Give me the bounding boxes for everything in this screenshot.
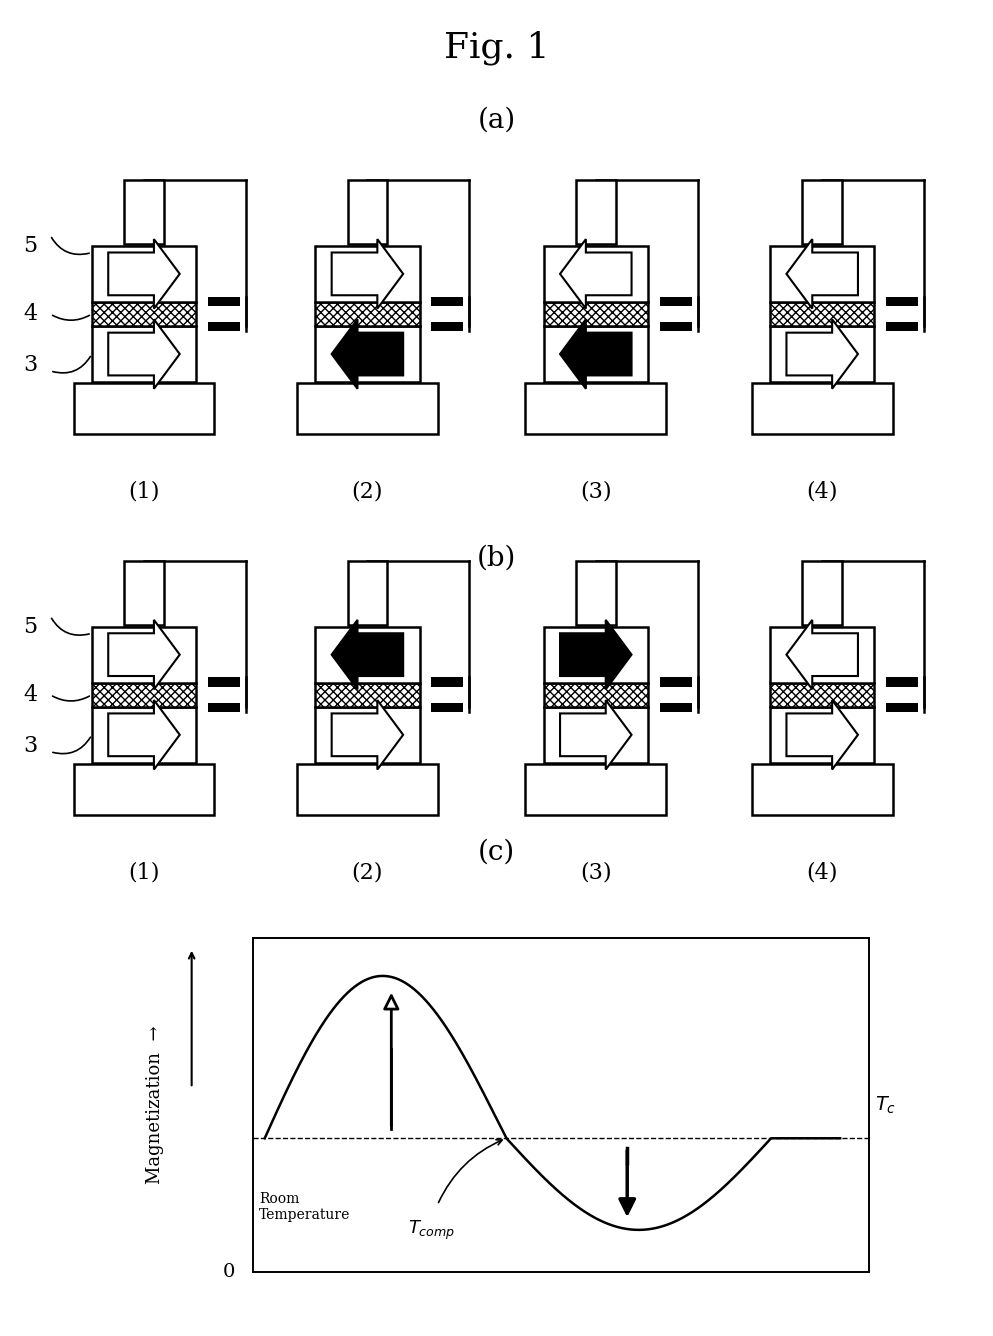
Bar xyxy=(209,703,240,712)
Text: 5: 5 xyxy=(23,235,38,257)
Polygon shape xyxy=(332,620,403,689)
Polygon shape xyxy=(560,239,632,309)
Bar xyxy=(297,383,438,434)
Text: 4: 4 xyxy=(23,303,38,325)
Bar xyxy=(771,683,874,707)
Bar xyxy=(544,326,647,382)
Bar xyxy=(659,322,691,331)
Text: $T_{comp}$: $T_{comp}$ xyxy=(408,1218,455,1241)
Bar xyxy=(209,297,240,306)
Bar xyxy=(91,627,197,683)
Polygon shape xyxy=(108,319,180,389)
Text: 3: 3 xyxy=(23,735,38,758)
Bar xyxy=(209,677,240,687)
Text: (4): (4) xyxy=(806,481,838,502)
Bar xyxy=(91,246,197,302)
Bar xyxy=(316,683,420,707)
Bar xyxy=(576,180,616,244)
Bar xyxy=(886,703,918,712)
Bar xyxy=(348,180,387,244)
Bar xyxy=(525,383,666,434)
Bar xyxy=(91,326,197,382)
Polygon shape xyxy=(786,700,858,770)
Bar xyxy=(316,707,420,763)
Polygon shape xyxy=(560,620,632,689)
Text: 5: 5 xyxy=(23,616,38,637)
Polygon shape xyxy=(786,620,858,689)
Polygon shape xyxy=(786,239,858,309)
Bar xyxy=(91,302,197,326)
Text: (b): (b) xyxy=(477,545,516,572)
Text: (4): (4) xyxy=(806,862,838,883)
Bar xyxy=(348,561,387,625)
Text: (c): (c) xyxy=(478,839,515,866)
Bar xyxy=(771,627,874,683)
Bar xyxy=(886,322,918,331)
Bar xyxy=(544,707,647,763)
Bar xyxy=(802,561,842,625)
Bar xyxy=(544,683,647,707)
Text: Room
Temperature: Room Temperature xyxy=(259,1192,351,1222)
Text: 0: 0 xyxy=(222,1263,234,1281)
Polygon shape xyxy=(786,319,858,389)
Text: (1): (1) xyxy=(128,481,160,502)
Text: 4: 4 xyxy=(23,684,38,705)
Bar xyxy=(802,180,842,244)
Bar xyxy=(73,383,214,434)
Polygon shape xyxy=(108,620,180,689)
Bar xyxy=(431,322,463,331)
Bar xyxy=(752,383,893,434)
Bar xyxy=(659,703,691,712)
Polygon shape xyxy=(332,239,403,309)
Text: $T_c$: $T_c$ xyxy=(875,1094,897,1116)
Bar xyxy=(544,627,647,683)
Bar xyxy=(752,764,893,815)
Bar xyxy=(525,764,666,815)
Text: Fig. 1: Fig. 1 xyxy=(444,31,549,65)
Bar xyxy=(124,561,164,625)
Bar xyxy=(73,764,214,815)
Bar xyxy=(771,707,874,763)
Bar xyxy=(771,302,874,326)
Polygon shape xyxy=(560,319,632,389)
Text: 3: 3 xyxy=(23,354,38,377)
Bar xyxy=(544,302,647,326)
Polygon shape xyxy=(108,239,180,309)
Bar xyxy=(659,677,691,687)
Text: (2): (2) xyxy=(352,481,383,502)
Bar xyxy=(886,297,918,306)
Bar xyxy=(209,322,240,331)
Bar xyxy=(124,180,164,244)
Text: (3): (3) xyxy=(580,862,612,883)
Bar xyxy=(431,703,463,712)
Bar xyxy=(659,297,691,306)
Text: (a): (a) xyxy=(478,107,515,134)
Bar xyxy=(316,627,420,683)
Bar xyxy=(297,764,438,815)
Text: Magnetization  →: Magnetization → xyxy=(146,1026,164,1184)
Text: (1): (1) xyxy=(128,862,160,883)
Bar xyxy=(544,246,647,302)
Polygon shape xyxy=(332,319,403,389)
Polygon shape xyxy=(560,700,632,770)
Bar xyxy=(771,326,874,382)
Polygon shape xyxy=(332,700,403,770)
Bar xyxy=(431,297,463,306)
Bar xyxy=(771,246,874,302)
Bar xyxy=(91,683,197,707)
Text: (2): (2) xyxy=(352,862,383,883)
Polygon shape xyxy=(108,700,180,770)
Bar xyxy=(316,326,420,382)
Bar xyxy=(316,302,420,326)
Bar xyxy=(576,561,616,625)
Bar xyxy=(316,246,420,302)
Bar xyxy=(886,677,918,687)
Bar xyxy=(91,707,197,763)
Text: (3): (3) xyxy=(580,481,612,502)
Bar xyxy=(431,677,463,687)
